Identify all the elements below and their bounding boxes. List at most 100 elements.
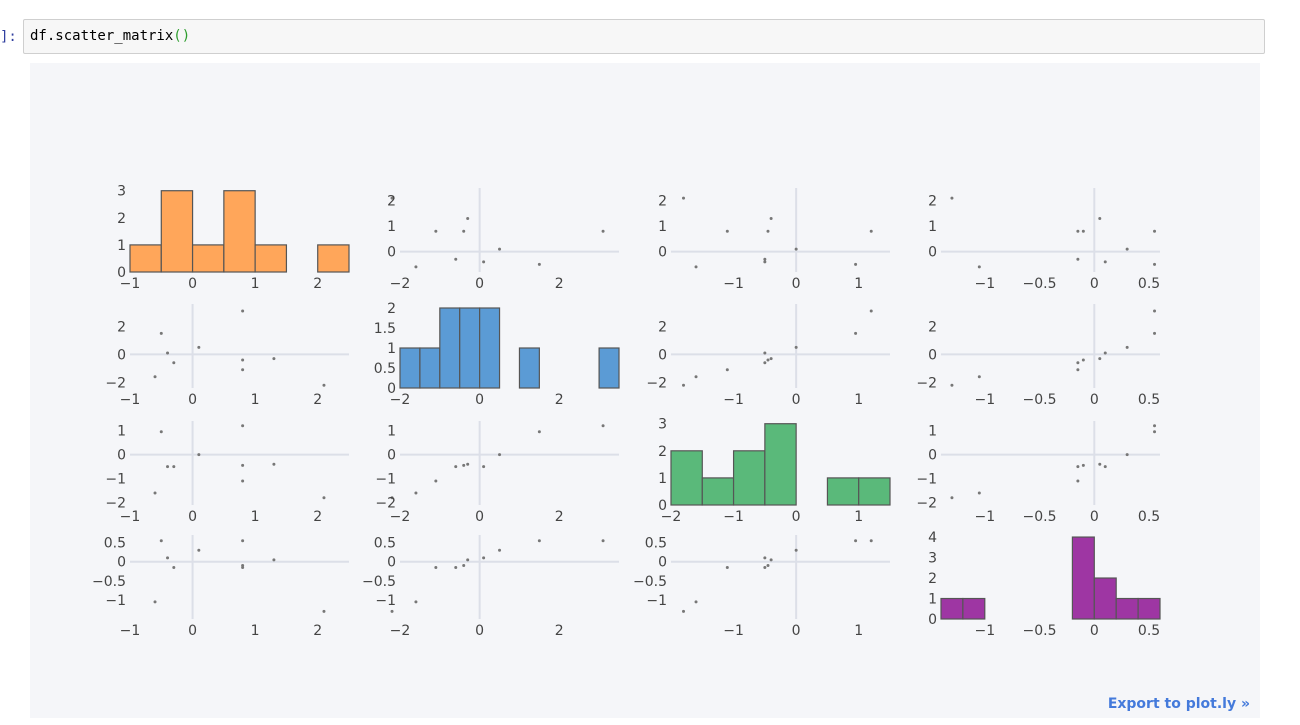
scatter-point-2-0-9 xyxy=(241,424,245,428)
scatter-point-3-0-5 xyxy=(272,558,276,562)
cell-prompt: ]: xyxy=(0,29,17,45)
y-tick-label: −2 xyxy=(105,496,126,512)
scatter-point-2-0-4 xyxy=(241,463,245,467)
scatter-point-0-2-8 xyxy=(854,262,858,266)
y-tick-label: 1 xyxy=(658,219,667,235)
export-to-plotly-link[interactable]: Export to plot.ly » xyxy=(1107,696,1250,712)
x-tick-label: −1 xyxy=(723,276,744,292)
scatter-point-0-2-7 xyxy=(794,247,798,251)
code-parens: () xyxy=(173,28,191,44)
scatter-point-1-3-2 xyxy=(1076,368,1080,372)
scatter-point-3-1-3 xyxy=(454,565,458,569)
y-tick-label: 2 xyxy=(658,444,667,460)
x-tick-label: 1 xyxy=(251,509,260,525)
x-tick-label: 0 xyxy=(792,276,801,292)
scatter-point-1-0-0 xyxy=(322,383,326,387)
scatter-point-2-1-8 xyxy=(537,430,541,434)
y-tick-label: −1 xyxy=(375,593,396,609)
y-tick-label: 1 xyxy=(928,424,937,440)
scatter-point-1-2-2 xyxy=(725,368,729,372)
scatter-point-3-1-7 xyxy=(498,548,502,552)
y-tick-label: 0 xyxy=(658,245,667,261)
x-tick-label: 2 xyxy=(555,623,564,639)
y-tick-label: 2 xyxy=(117,211,126,227)
x-tick-label: −1 xyxy=(120,392,141,408)
x-tick-label: 0 xyxy=(792,623,801,639)
scatter-point-1-0-2 xyxy=(241,368,245,372)
y-tick-label: 3 xyxy=(658,417,667,433)
y-tick-label: 2 xyxy=(117,319,126,335)
x-tick-label: 1 xyxy=(251,623,260,639)
x-tick-label: 0.5 xyxy=(1138,623,1160,639)
y-tick-label: −2 xyxy=(916,375,937,391)
scatter-point-0-3-7 xyxy=(1125,247,1129,251)
scatter-point-0-2-9 xyxy=(869,229,873,233)
scatter-point-1-3-4 xyxy=(1081,358,1085,362)
x-tick-label: 2 xyxy=(313,392,322,408)
scatter-point-0-1-7 xyxy=(498,247,502,251)
scatter-point-1-0-7 xyxy=(197,345,201,349)
scatter-point-1-3-3 xyxy=(1076,361,1080,365)
x-tick-label: −0.5 xyxy=(1023,392,1057,408)
scatter-point-2-3-3 xyxy=(1076,465,1080,469)
y-tick-label: 3 xyxy=(928,551,937,567)
histogram-bar-3-9 xyxy=(1137,597,1161,620)
scatter-point-1-2-1 xyxy=(694,375,698,379)
scatter-point-3-2-0 xyxy=(682,609,686,613)
scatter-point-2-1-6 xyxy=(482,465,486,469)
x-tick-label: 0 xyxy=(475,276,484,292)
x-tick-label: 1 xyxy=(251,276,260,292)
y-tick-label: 2 xyxy=(387,301,396,317)
scatter-point-2-1-2 xyxy=(434,479,438,483)
histogram-bar-2-0 xyxy=(670,450,703,506)
scatter-point-1-3-6 xyxy=(1103,351,1107,355)
y-tick-label: 0.5 xyxy=(374,536,396,552)
scatter-matrix-plot[interactable]: 0 1 2 3 −1 0 1 2 0 1 2 −2 0 2 0 1 2 −1 0 1 0 1 2 −1 −0.5 0 0.5 −2 0 2… xyxy=(30,63,1260,718)
histogram-bar-2-5 xyxy=(826,477,860,506)
y-tick-label: −0.5 xyxy=(633,574,667,590)
y-tick-label: −1 xyxy=(105,593,126,609)
x-tick-label: 2 xyxy=(313,276,322,292)
x-tick-label: 0 xyxy=(188,509,197,525)
scatter-point-2-3-7 xyxy=(1125,453,1129,457)
histogram-bar-3-6 xyxy=(1071,536,1095,620)
code-cell-input[interactable]: df.scatter_matrix() xyxy=(23,19,1265,54)
scatter-point-2-3-6 xyxy=(1103,465,1107,469)
x-tick-label: −2 xyxy=(390,392,411,408)
histogram-bar-0-0 xyxy=(129,244,162,273)
scatter-point-1-0-5 xyxy=(272,357,276,361)
code-text: df.scatter_matrix() xyxy=(30,28,190,44)
histogram-bar-2-1 xyxy=(701,477,735,506)
scatter-point-3-0-1 xyxy=(153,600,157,604)
scatter-point-2-0-7 xyxy=(197,453,201,457)
scatter-point-1-2-8 xyxy=(854,331,858,335)
x-tick-label: −1 xyxy=(723,623,744,639)
x-tick-label: 1 xyxy=(854,276,863,292)
y-tick-label: −1 xyxy=(916,472,937,488)
y-tick-label: −2 xyxy=(646,375,667,391)
scatter-point-1-3-9 xyxy=(1153,309,1157,313)
histogram-bar-0-1 xyxy=(160,190,194,273)
x-tick-label: 0.5 xyxy=(1138,392,1160,408)
scatter-point-1-0-6 xyxy=(166,351,170,355)
x-tick-label: −1 xyxy=(120,623,141,639)
histogram-bar-1-10 xyxy=(598,347,620,389)
scatter-point-3-0-4 xyxy=(241,564,245,568)
scatter-point-3-2-4 xyxy=(766,564,770,568)
scatter-point-0-3-9 xyxy=(1153,229,1157,233)
scatter-point-0-2-2 xyxy=(725,229,729,233)
scatter-point-0-2-0 xyxy=(682,196,686,200)
scatter-point-1-2-3 xyxy=(763,361,767,365)
y-tick-label: 2 xyxy=(928,571,937,587)
y-tick-label: 4 xyxy=(928,530,937,546)
scatter-point-0-2-1 xyxy=(694,265,698,269)
x-tick-label: 0 xyxy=(475,623,484,639)
scatter-point-2-3-9 xyxy=(1153,424,1157,428)
y-tick-label: 0 xyxy=(928,612,937,628)
scatter-point-1-2-6 xyxy=(763,351,767,355)
y-tick-label: 1 xyxy=(387,219,396,235)
histogram-bar-3-7 xyxy=(1093,577,1117,620)
scatter-point-1-3-8 xyxy=(1153,331,1157,335)
y-tick-label: −1 xyxy=(646,593,667,609)
